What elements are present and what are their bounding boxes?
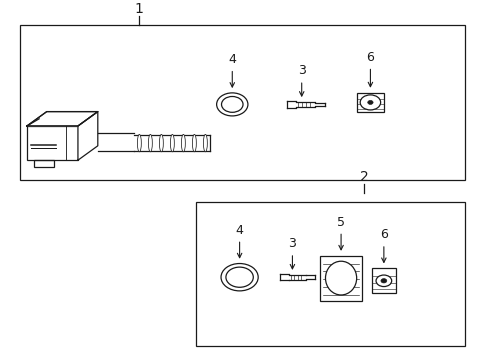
Ellipse shape	[181, 134, 185, 152]
Bar	[195, 202, 464, 346]
Bar	[371, 268, 395, 293]
Text: 5: 5	[336, 216, 345, 250]
Circle shape	[221, 96, 243, 112]
Bar	[356, 93, 383, 112]
Text: 4: 4	[235, 224, 243, 258]
Circle shape	[225, 267, 253, 287]
Circle shape	[216, 93, 247, 116]
Text: 6: 6	[366, 51, 374, 87]
Ellipse shape	[325, 261, 356, 295]
Circle shape	[221, 264, 258, 291]
Ellipse shape	[137, 134, 141, 152]
Ellipse shape	[203, 134, 207, 152]
Text: 6: 6	[379, 228, 387, 262]
Bar	[20, 25, 464, 180]
Circle shape	[375, 275, 391, 287]
Text: 4: 4	[228, 53, 236, 87]
Ellipse shape	[170, 134, 174, 152]
Circle shape	[360, 95, 380, 110]
Circle shape	[367, 100, 372, 104]
Text: 1: 1	[135, 2, 143, 16]
Polygon shape	[78, 112, 98, 160]
Ellipse shape	[148, 134, 152, 152]
Ellipse shape	[159, 134, 163, 152]
Bar	[27, 126, 78, 160]
Text: 3: 3	[297, 64, 305, 96]
Text: 2: 2	[359, 170, 368, 184]
Polygon shape	[27, 112, 98, 126]
Text: 3: 3	[288, 237, 296, 269]
Bar	[34, 160, 54, 167]
Bar	[320, 256, 361, 301]
Ellipse shape	[192, 134, 196, 152]
Circle shape	[380, 279, 386, 283]
